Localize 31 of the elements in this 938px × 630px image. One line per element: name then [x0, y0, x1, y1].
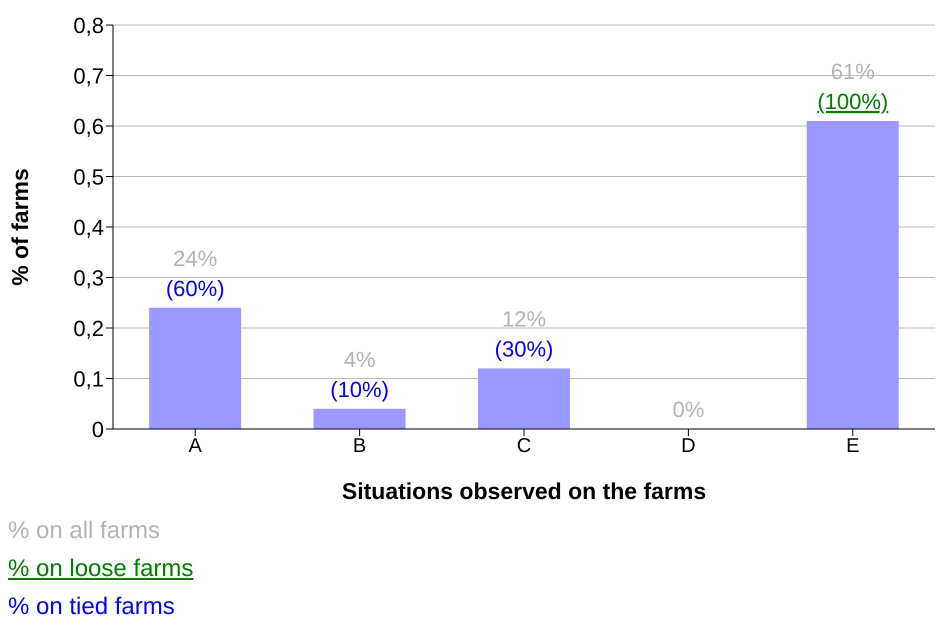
bar [806, 120, 899, 429]
text: % on loose farms [8, 554, 194, 584]
bar [478, 368, 570, 429]
annotation: (10%) [330, 376, 389, 402]
bar [149, 308, 242, 429]
data-label: 4% [344, 346, 376, 372]
y-axis-title: % of farms [7, 168, 34, 286]
y-tick-label: 0,4 [73, 214, 104, 240]
annotation: (100%) [817, 88, 888, 114]
x-tick-label: A [188, 435, 203, 458]
x-tick-label: C [516, 435, 532, 458]
annotation: (30%) [494, 336, 554, 362]
data-label: 0% [672, 397, 704, 422]
text: % on tied farms [8, 592, 176, 622]
y-tick-label: 0,7 [73, 63, 104, 88]
y-tick-label: 0,6 [73, 114, 104, 139]
bar [314, 408, 406, 429]
y-tick-label: 0,5 [73, 164, 104, 190]
y-tick-label: 0,2 [73, 316, 104, 341]
annotation: (60%) [166, 276, 225, 301]
x-tick-label: E [846, 435, 860, 458]
text: % on all farms [8, 516, 162, 546]
y-tick-label: 0,8 [73, 12, 104, 38]
y-tick-label: 0,1 [73, 366, 104, 392]
y-tick-label: 0 [92, 416, 104, 442]
x-axis-title: Situations observed on the farms [342, 478, 706, 504]
data-label: 12% [502, 306, 546, 332]
x-tick-label: B [352, 435, 366, 458]
y-tick-label: 0,3 [73, 265, 104, 290]
data-label: 24% [173, 246, 218, 271]
x-tick-label: D [681, 435, 696, 458]
